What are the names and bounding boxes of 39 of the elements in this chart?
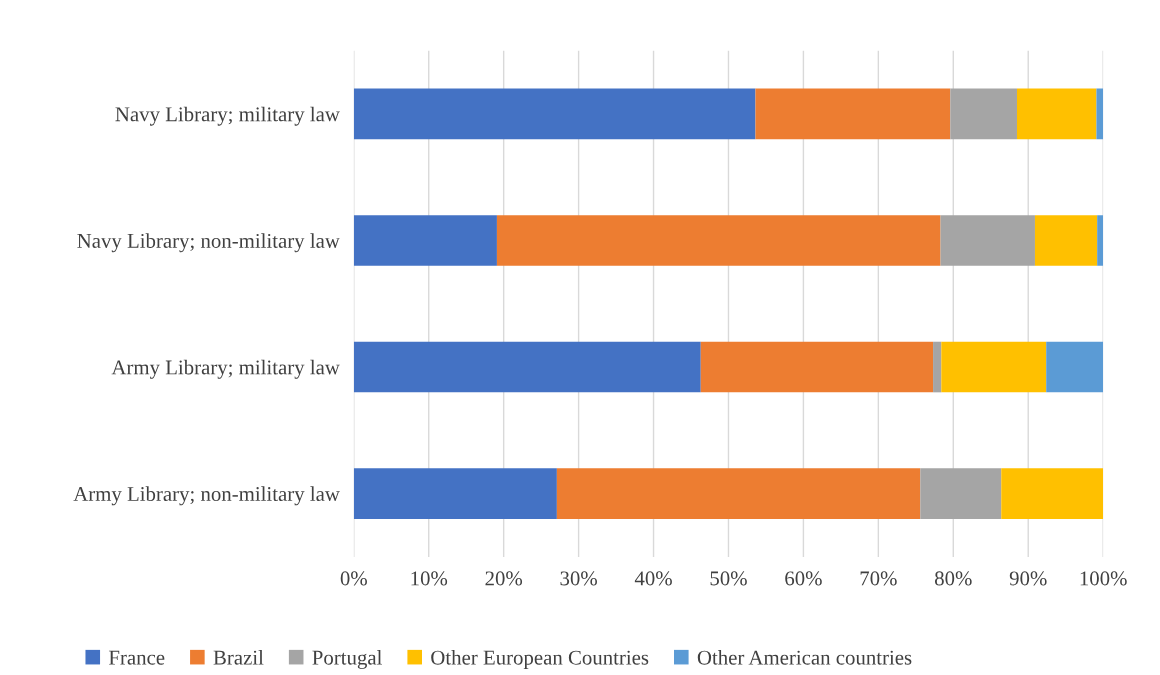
bar — [353, 88, 756, 140]
bar — [1016, 88, 1097, 140]
y-tick-label: Army Library; non-military law — [73, 486, 340, 506]
bar — [700, 341, 934, 393]
x-tick-label: 60% — [785, 571, 822, 586]
legend-label: France — [108, 650, 165, 665]
x-tick-label: 70% — [860, 571, 897, 586]
x-tick-label: 40% — [634, 571, 672, 586]
x-tick-label: 100% — [1080, 571, 1127, 586]
x-tick-label: 20% — [485, 571, 523, 586]
bar — [496, 215, 941, 266]
y-tick-label: Army Library; military law — [111, 359, 340, 379]
y-tick-label: Navy Library; military law — [115, 106, 340, 126]
legend-label: Brazil — [213, 650, 264, 665]
x-tick-label: 90% — [1009, 571, 1047, 586]
bar — [920, 468, 1002, 519]
bar — [941, 341, 1047, 393]
bar — [1046, 341, 1104, 393]
legend-label: Other European Countries — [431, 650, 649, 669]
bar — [1001, 468, 1104, 519]
bar — [755, 88, 951, 140]
bar — [933, 341, 942, 393]
bar — [1096, 88, 1104, 140]
bar — [1034, 215, 1098, 266]
bar — [950, 88, 1017, 140]
bar — [556, 468, 921, 519]
legend-label: Other American countries — [697, 650, 912, 665]
legend-label: Portugal — [312, 650, 382, 669]
x-tick-label: 10% — [411, 571, 448, 586]
x-tick-label: 50% — [710, 571, 747, 586]
x-tick-label: 30% — [560, 571, 597, 586]
x-tick-label: 0% — [340, 571, 367, 586]
bar — [940, 215, 1035, 266]
bar — [353, 341, 701, 393]
y-tick-label: Navy Library; non-military law — [77, 233, 340, 253]
bar — [1097, 215, 1104, 266]
x-tick-label: 80% — [934, 571, 972, 586]
bar — [353, 468, 557, 519]
bar — [353, 215, 497, 266]
